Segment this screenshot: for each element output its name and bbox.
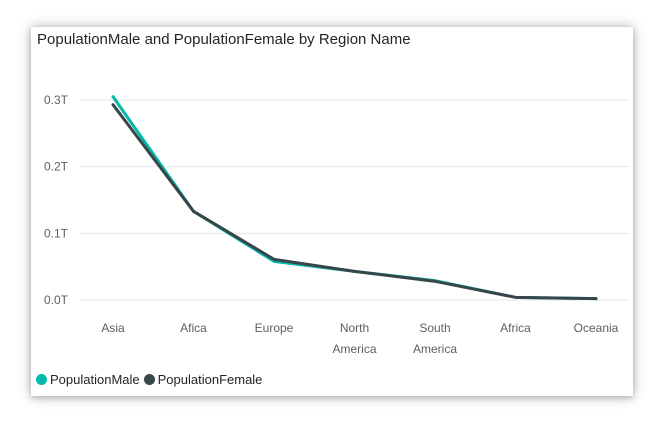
series-lines <box>111 95 598 301</box>
legend-item-male[interactable]: PopulationMale <box>36 372 140 387</box>
x-tick-label: Afica <box>180 321 207 335</box>
legend: PopulationMale PopulationFemale <box>36 372 266 387</box>
legend-label-female: PopulationFemale <box>157 372 263 387</box>
y-tick-label: 0.3T <box>44 93 69 107</box>
x-tick-label: South America <box>413 321 457 356</box>
x-tick-label: Oceania <box>574 321 619 335</box>
y-tick-label: 0.1T <box>44 226 69 240</box>
legend-dot-female <box>143 374 155 385</box>
series-line-PopulationFemale[interactable] <box>111 103 598 301</box>
gridlines <box>81 99 629 301</box>
y-axis-ticks: 0.0T 0.1T 0.2T 0.3T <box>44 93 69 307</box>
legend-item-female[interactable]: PopulationFemale <box>143 372 263 387</box>
y-tick-label: 0.0T <box>44 293 69 307</box>
x-tick-label: Africa <box>500 321 531 335</box>
y-tick-label: 0.2T <box>44 160 69 174</box>
x-axis-ticks: Asia Afica Europe North America South America A… <box>101 321 618 356</box>
series-line-PopulationMale[interactable] <box>111 95 598 301</box>
legend-label-male: PopulationMale <box>50 372 140 387</box>
legend-dot-male <box>36 374 47 385</box>
x-tick-label: North America <box>332 321 376 356</box>
x-tick-label: Asia <box>101 321 125 335</box>
chart-title: PopulationMale and PopulationFemale by R… <box>37 31 411 48</box>
line-chart-svg: 0.0T 0.1T 0.2T 0.3T Asia Afica Europe North Ame… <box>44 93 629 356</box>
chart-card: PopulationMale and PopulationFemale by R… <box>31 27 633 396</box>
x-tick-label: Europe <box>255 321 294 335</box>
